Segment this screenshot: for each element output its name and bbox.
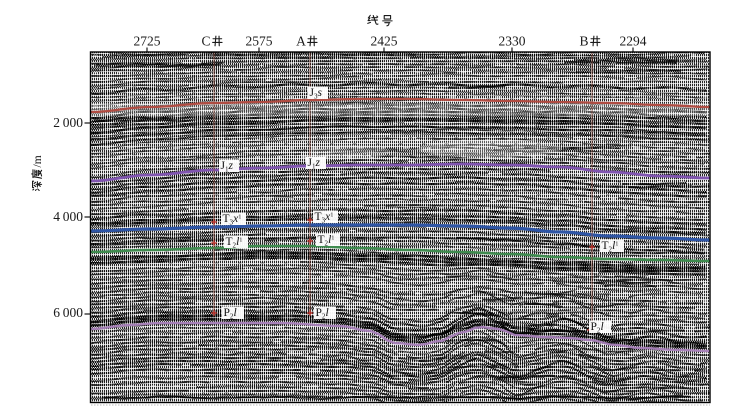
svg-text:T3x1: T3x1 [315, 211, 334, 225]
svg-text:J1z: J1z [308, 157, 321, 171]
svg-text:B: B [579, 34, 588, 49]
svg-text:T2l1: T2l1 [226, 236, 243, 250]
svg-text:A: A [296, 34, 306, 49]
svg-text:J3s: J3s [310, 87, 323, 101]
svg-text:2294: 2294 [620, 34, 647, 49]
svg-text:2330: 2330 [499, 34, 526, 49]
svg-text:2575: 2575 [246, 34, 273, 49]
svg-text:T2l1: T2l1 [318, 234, 335, 248]
svg-text:P2l: P2l [591, 321, 604, 335]
svg-text:6 000: 6 000 [53, 305, 83, 320]
svg-text:C: C [201, 34, 210, 49]
svg-text:4 000: 4 000 [53, 209, 83, 224]
svg-text:P2l: P2l [316, 307, 329, 321]
svg-text:2 000: 2 000 [53, 115, 83, 130]
svg-text:/m: /m [32, 155, 44, 167]
svg-text:2725: 2725 [134, 34, 161, 49]
svg-text:P2l: P2l [224, 307, 237, 321]
svg-text:T3x1: T3x1 [223, 213, 242, 227]
svg-text:T2l1: T2l1 [602, 240, 619, 254]
svg-text:J1z: J1z [221, 160, 234, 174]
svg-text:2425: 2425 [371, 34, 398, 49]
